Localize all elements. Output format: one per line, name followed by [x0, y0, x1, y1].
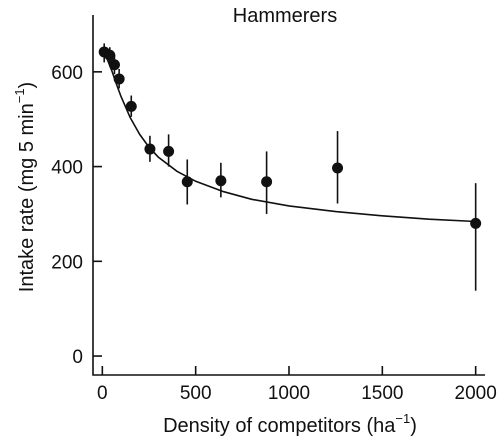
- y-axis: 0 200 400 600: [51, 63, 102, 368]
- plot-frame: [92, 15, 485, 376]
- fitted-curve: [101, 48, 476, 223]
- x-axis-title-sup: −1: [395, 411, 410, 426]
- data-point: [108, 59, 120, 71]
- y-axis-title-end: ): [16, 82, 38, 89]
- error-bars: [103, 43, 477, 291]
- data-point: [163, 145, 175, 157]
- data-point: [261, 176, 273, 188]
- x-tick-label: 0: [97, 383, 108, 404]
- x-axis-title-text: Density of competitors (ha: [163, 415, 396, 437]
- x-axis-title-end: ): [410, 415, 417, 437]
- data-point: [144, 143, 156, 155]
- y-axis-title-text: Intake rate (mg 5 min: [16, 103, 38, 292]
- y-tick-label: 400: [51, 158, 83, 179]
- y-tick-label: 200: [51, 252, 83, 273]
- x-axis: 0 500 1000 1500 2000: [97, 366, 497, 404]
- data-point: [215, 175, 227, 187]
- x-tick-label: 500: [180, 383, 212, 404]
- y-tick-label: 0: [72, 347, 83, 368]
- data-points: [98, 46, 482, 229]
- chart-title: Hammerers: [233, 5, 337, 27]
- x-tick-label: 1000: [268, 383, 310, 404]
- y-tick-label: 600: [51, 63, 83, 84]
- data-point: [470, 217, 482, 229]
- y-axis-title: Intake rate (mg 5 min−1): [12, 82, 38, 292]
- data-point: [125, 100, 137, 112]
- x-tick-label: 1500: [361, 383, 403, 404]
- y-axis-title-sup: −1: [12, 88, 27, 103]
- data-point: [113, 73, 125, 85]
- x-axis-title: Density of competitors (ha−1): [163, 411, 417, 437]
- data-point: [332, 162, 344, 174]
- x-tick-label: 2000: [455, 383, 497, 404]
- data-point: [181, 176, 193, 188]
- data-point: [104, 49, 116, 61]
